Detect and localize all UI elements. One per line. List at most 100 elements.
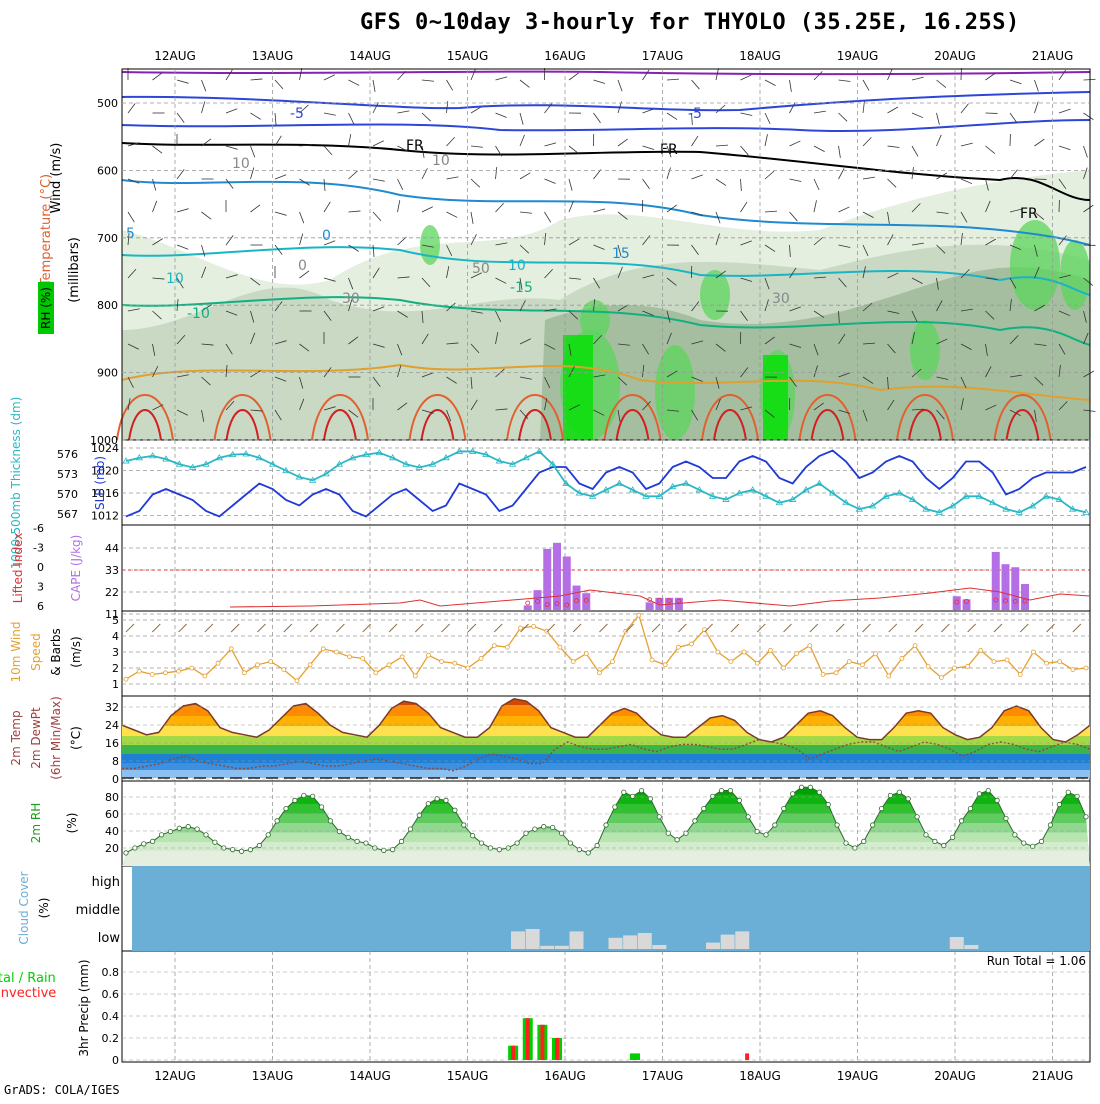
slp-series-line xyxy=(126,451,1086,517)
wind-speed-point xyxy=(637,613,641,617)
cape-bar xyxy=(646,602,654,610)
date-label-top: 14AUG xyxy=(349,49,391,63)
ylabel-temp-unit: (°C) xyxy=(69,726,83,750)
rh-point xyxy=(879,806,883,810)
wind-speed-point xyxy=(926,664,930,668)
contour-label: 30 xyxy=(342,291,360,307)
surface-wind-barb xyxy=(731,624,739,632)
precip-convective-bar xyxy=(511,1046,515,1060)
ylabel-temperature: Temperature (°C) xyxy=(39,174,54,287)
rh-point xyxy=(1022,841,1026,845)
wind-speed-point xyxy=(874,652,878,656)
wind-speed-point xyxy=(124,677,128,681)
wind-speed-point xyxy=(321,647,325,651)
rh-shade-high-5 xyxy=(910,320,940,380)
wind-speed-point xyxy=(689,642,693,646)
contour-label: 30 xyxy=(772,291,790,307)
y-tick-precip: 0 xyxy=(112,1054,119,1067)
rh-point xyxy=(186,824,190,828)
ylabel-2m-rh: 2m RH xyxy=(29,803,43,844)
rh-point xyxy=(986,788,990,792)
wind-speed-point xyxy=(834,671,838,675)
temp-band-2 xyxy=(122,716,1090,726)
wind-speed-point xyxy=(426,653,430,657)
surface-wind-barb xyxy=(310,624,318,632)
cape-bar xyxy=(992,552,1000,610)
wind-speed-point xyxy=(597,671,601,675)
surface-wind-barb xyxy=(994,624,1002,632)
surface-wind-barb xyxy=(336,624,344,632)
rh-shade-high-1 xyxy=(655,345,695,440)
run-total-label: Run Total = 1.06 xyxy=(987,954,1086,968)
surface-wind-barb xyxy=(494,624,502,632)
contour-label: -15 xyxy=(510,280,533,296)
date-label-top: 18AUG xyxy=(739,49,781,63)
rh-point xyxy=(204,833,208,837)
low-cloud-bar xyxy=(540,946,554,949)
rh-point xyxy=(515,841,519,845)
wind-speed-point xyxy=(821,672,825,676)
wind-speed-point xyxy=(808,644,812,648)
rh-point xyxy=(684,831,688,835)
rh-point xyxy=(1013,833,1017,837)
surface-wind-barb xyxy=(784,624,792,632)
rh-point xyxy=(844,841,848,845)
rh-point xyxy=(328,819,332,823)
wind-speed-point xyxy=(913,644,917,648)
wind-speed-point xyxy=(992,660,996,664)
y-tick-rh: 40 xyxy=(105,825,119,838)
ylabel-barbs: & Barbs xyxy=(49,628,63,676)
rh-shade-high-7 xyxy=(1060,240,1090,310)
y-tick-thickness: 576 xyxy=(57,448,78,461)
y-tick-li: 6 xyxy=(37,600,44,613)
date-label-bottom: 13AUG xyxy=(252,1069,294,1083)
rh-point xyxy=(346,835,350,839)
precip-convective-bar xyxy=(526,1018,530,1060)
wind-speed-point xyxy=(676,645,680,649)
rh-point xyxy=(693,819,697,823)
surface-wind-barb xyxy=(836,624,844,632)
wind-speed-point xyxy=(584,652,588,656)
wind-speed-point xyxy=(269,660,273,664)
contour-label: 15 xyxy=(612,246,630,262)
contour-label: 10 xyxy=(508,258,526,274)
rh-band-2 xyxy=(122,804,1090,814)
wind-speed-point xyxy=(387,663,391,667)
surface-wind-barb xyxy=(862,624,870,632)
rh-point xyxy=(933,839,937,843)
wind-speed-point xyxy=(663,663,667,667)
panel-frame-precip xyxy=(122,951,1090,1062)
rh-point xyxy=(915,815,919,819)
wind-speed-point xyxy=(729,660,733,664)
date-label-top: 21AUG xyxy=(1032,49,1074,63)
rh-point xyxy=(702,806,706,810)
wind-speed-point xyxy=(492,644,496,648)
rh-point xyxy=(862,839,866,843)
rh-shade-peak-2 xyxy=(763,355,788,440)
contour-label: FR xyxy=(406,138,424,154)
date-label-top: 19AUG xyxy=(837,49,879,63)
date-label-top: 12AUG xyxy=(154,49,196,63)
rh-point xyxy=(764,833,768,837)
rh-shade-high-3 xyxy=(580,300,610,340)
wind-speed-point xyxy=(768,648,772,652)
y-tick-thickness: 567 xyxy=(57,508,78,521)
surface-wind-barb xyxy=(389,624,397,632)
wind-speed-point xyxy=(453,661,457,665)
y-tick-wind: 3 xyxy=(112,646,119,659)
rh-point xyxy=(586,851,590,855)
surface-wind-barb xyxy=(363,624,371,632)
rh-point xyxy=(1066,790,1070,794)
ylabel-millibars: (millibars) xyxy=(67,237,82,303)
wind-speed-point xyxy=(137,669,141,673)
rh-point xyxy=(950,835,954,839)
y-tick-precip: 0.6 xyxy=(102,988,120,1001)
date-label-top: 15AUG xyxy=(447,49,489,63)
contour-label: -5 xyxy=(290,106,304,122)
rh-point xyxy=(462,823,466,827)
date-label-bottom: 19AUG xyxy=(837,1069,879,1083)
rh-point xyxy=(479,841,483,845)
rh-point xyxy=(293,798,297,802)
rh-point xyxy=(817,790,821,794)
temp-band-4 xyxy=(122,736,1090,745)
